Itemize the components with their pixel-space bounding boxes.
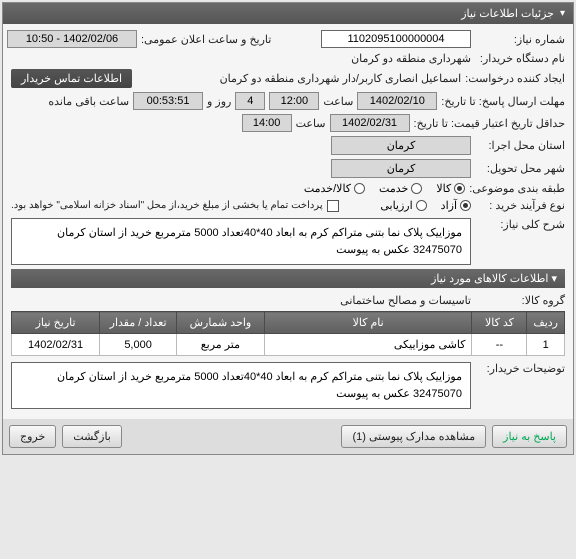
- min-valid-time: 14:00: [242, 114, 292, 132]
- radio-service-label: خدمت: [379, 182, 408, 195]
- radio-icon: [460, 200, 471, 211]
- buyer-org-value: شهرداری منطقه دو کرمان: [351, 52, 471, 65]
- process-radio-group: آزاد ارزیابی: [380, 199, 471, 212]
- buyer-notes-label: توضیحات خریدار:: [475, 362, 565, 375]
- cell-date: 1402/02/31: [12, 334, 100, 356]
- need-summary-text: موزاییک پلاک نما بتنی متراکم کرم به ابعا…: [11, 218, 471, 265]
- deadline-label: مهلت ارسال پاسخ: تا تاریخ:: [441, 95, 565, 108]
- need-summary-label: شرح کلی نیاز:: [475, 218, 565, 231]
- radio-eval-label: ارزیابی: [380, 199, 412, 212]
- radio-icon: [454, 183, 465, 194]
- col-unit: واحد شمارش: [176, 312, 264, 334]
- cell-qty: 5,000: [100, 334, 177, 356]
- requester-label: ایجاد کننده درخواست:: [465, 72, 565, 85]
- deadline-time: 12:00: [269, 92, 319, 110]
- cell-idx: 1: [527, 334, 565, 356]
- group-label: گروه کالا:: [475, 294, 565, 307]
- min-valid-label: حداقل تاریخ اعتبار قیمت: تا تاریخ:: [414, 117, 565, 130]
- deliver-city-value: کرمان: [331, 159, 471, 178]
- radio-icon: [354, 183, 365, 194]
- main-panel-header: ▾ جزئیات اطلاعات نیاز: [3, 3, 573, 24]
- collapse-arrow-icon[interactable]: ▾: [551, 273, 557, 285]
- deadline-date: 1402/02/10: [357, 92, 437, 110]
- radio-eval[interactable]: ارزیابی: [380, 199, 426, 212]
- countdown-suffix: ساعت باقی مانده: [48, 95, 129, 108]
- col-qty: تعداد / مقدار: [100, 312, 177, 334]
- announce-label: تاریخ و ساعت اعلان عمومی:: [141, 33, 271, 46]
- table-row[interactable]: 1 -- کاشی موزاییکی متر مربع 5,000 1402/0…: [12, 334, 565, 356]
- back-button[interactable]: بازگشت: [62, 425, 122, 448]
- category-radio-group: کالا خدمت کالا/خدمت: [304, 182, 465, 195]
- collapse-arrow-icon[interactable]: ▾: [560, 8, 565, 19]
- col-code: کد کالا: [472, 312, 527, 334]
- exec-city-value: کرمان: [331, 136, 471, 155]
- radio-free-label: آزاد: [441, 199, 457, 212]
- action-buttons-row: پاسخ به نیاز مشاهده مدارک پیوستی (1) باز…: [3, 419, 573, 454]
- col-date: تاریخ نیاز: [12, 312, 100, 334]
- exec-city-label: استان محل اجرا:: [475, 139, 565, 152]
- radio-both[interactable]: کالا/خدمت: [304, 182, 365, 195]
- panel-title: جزئیات اطلاعات نیاز: [461, 7, 554, 20]
- days-label: روز و: [207, 95, 231, 108]
- need-no-value: 1102095100000004: [321, 30, 471, 48]
- radio-icon: [411, 183, 422, 194]
- countdown-value: 00:53:51: [133, 92, 203, 110]
- time-label-2: ساعت: [296, 117, 326, 130]
- radio-goods-label: کالا: [436, 182, 451, 195]
- days-value: 4: [235, 92, 265, 110]
- cell-name: کاشی موزاییکی: [264, 334, 472, 356]
- items-table: ردیف کد کالا نام کالا واحد شمارش تعداد /…: [11, 311, 565, 356]
- cell-unit: متر مربع: [176, 334, 264, 356]
- table-header-row: ردیف کد کالا نام کالا واحد شمارش تعداد /…: [12, 312, 565, 334]
- radio-service[interactable]: خدمت: [379, 182, 422, 195]
- min-valid-date: 1402/02/31: [330, 114, 410, 132]
- items-section-header: ▾ اطلاعات کالاهای مورد نیاز: [11, 269, 565, 288]
- radio-icon: [416, 200, 427, 211]
- deliver-city-label: شهر محل تحویل:: [475, 162, 565, 175]
- col-idx: ردیف: [527, 312, 565, 334]
- buyer-notes-text: موزاییک پلاک نما بتنی متراکم کرم به ابعا…: [11, 362, 471, 409]
- process-label: نوع فرآیند خرید :: [475, 199, 565, 212]
- announce-value: 1402/02/06 - 10:50: [7, 30, 137, 48]
- buyer-org-label: نام دستگاه خریدار:: [475, 52, 565, 65]
- time-label-1: ساعت: [323, 95, 353, 108]
- radio-free[interactable]: آزاد: [441, 199, 471, 212]
- attachments-button[interactable]: مشاهده مدارک پیوستی (1): [341, 425, 486, 448]
- requester-value: اسماعیل انصاری کاربر/دار شهرداری منطقه د…: [136, 72, 461, 85]
- items-header-title: اطلاعات کالاهای مورد نیاز: [431, 273, 548, 285]
- contact-buyer-button[interactable]: اطلاعات تماس خریدار: [11, 69, 132, 88]
- respond-button[interactable]: پاسخ به نیاز: [492, 425, 567, 448]
- radio-goods[interactable]: کالا: [436, 182, 465, 195]
- exit-button[interactable]: خروج: [9, 425, 56, 448]
- payment-checkbox[interactable]: [327, 200, 339, 212]
- payment-note: پرداخت تمام یا بخشی از مبلغ خرید،از محل …: [11, 200, 323, 211]
- need-no-label: شماره نیاز:: [475, 33, 565, 46]
- radio-both-label: کالا/خدمت: [304, 182, 351, 195]
- category-label: طبقه بندی موضوعی:: [469, 182, 565, 195]
- col-name: نام کالا: [264, 312, 472, 334]
- group-value: تاسیسات و مصالح ساختمانی: [340, 294, 471, 307]
- cell-code: --: [472, 334, 527, 356]
